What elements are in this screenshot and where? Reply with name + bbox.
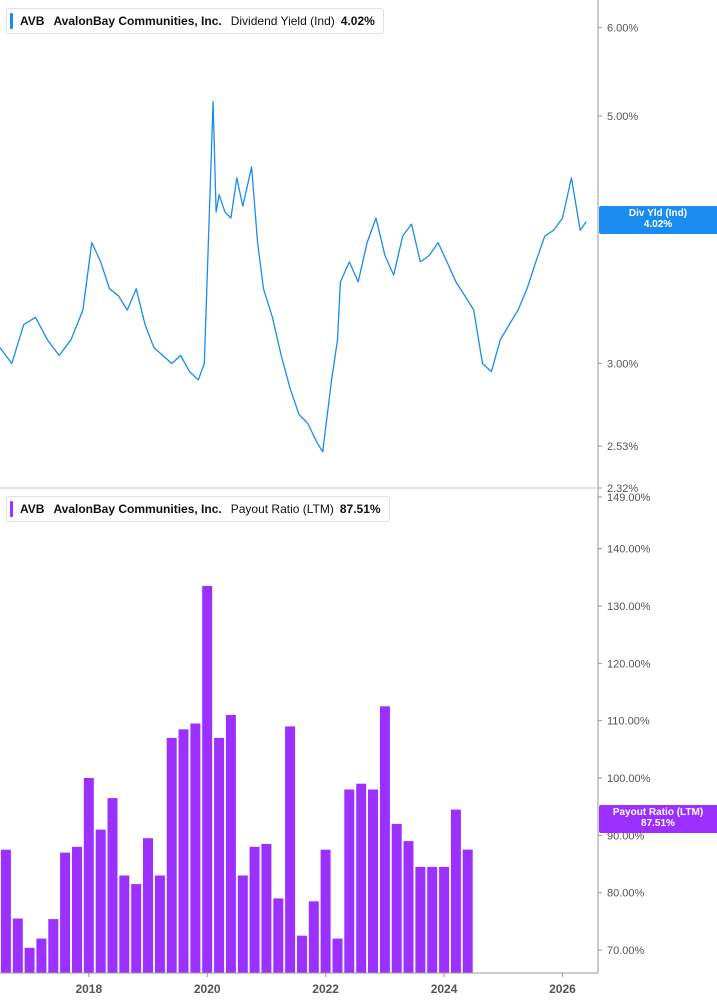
payout-bar xyxy=(273,898,284,973)
y-tick-label: 140.00% xyxy=(607,544,651,556)
y-tick-label: 149.00% xyxy=(607,492,651,504)
top-legend-company: AvalonBay Communities, Inc. xyxy=(53,14,222,28)
payout-bar xyxy=(379,706,390,973)
payout-bar xyxy=(356,783,367,973)
payout-bar xyxy=(119,875,130,973)
payout-bar xyxy=(391,823,402,973)
x-tick-label: 2024 xyxy=(431,982,458,996)
time-x-axis: 2018 2020 2022 2024 2026 xyxy=(0,972,598,996)
payout-bar xyxy=(107,798,118,973)
y-tick-label: 80.00% xyxy=(607,888,645,900)
payout-ratio-series xyxy=(0,585,473,973)
payout-bar xyxy=(214,737,225,973)
payout-bar xyxy=(308,901,319,973)
payout-bar xyxy=(178,729,189,973)
payout-bar xyxy=(249,846,260,973)
payout-bar xyxy=(237,875,248,973)
payout-bar xyxy=(427,866,438,973)
y-tick-label: 6.00% xyxy=(607,23,638,35)
x-tick-label: 2026 xyxy=(549,982,576,996)
payout-tag-value: 87.51% xyxy=(641,818,675,829)
top-legend-metric: Dividend Yield (Ind) xyxy=(230,14,335,28)
dividend-yield-y-axis: 6.00% 5.00% 3.00% 2.53% 2.32% xyxy=(0,0,638,495)
x-tick-label: 2020 xyxy=(194,982,221,996)
div-yield-tag-value: 4.02% xyxy=(643,219,673,230)
payout-bar xyxy=(462,849,473,973)
yield-legend-swatch xyxy=(10,13,13,29)
payout-bar xyxy=(225,714,236,973)
dividend-yield-line xyxy=(0,101,587,453)
top-legend-value: 4.02% xyxy=(340,14,375,28)
payout-bar xyxy=(24,947,35,973)
y-tick-label: 120.00% xyxy=(607,658,651,670)
y-tick-label: 3.00% xyxy=(607,358,638,370)
payout-bar xyxy=(332,938,343,973)
payout-bar xyxy=(415,866,426,973)
payout-bar xyxy=(36,938,47,973)
payout-bar xyxy=(285,726,296,973)
payout-bar xyxy=(439,866,450,973)
top-legend[interactable]: AVB AvalonBay Communities, Inc. Dividend… xyxy=(6,8,384,34)
dividend-yield-series xyxy=(0,101,587,453)
payout-bar xyxy=(261,844,272,973)
payout-bar xyxy=(154,875,165,973)
bottom-legend-value: 87.51% xyxy=(339,502,381,516)
bottom-legend-ticker: AVB xyxy=(20,502,45,516)
payout-ratio-y-axis: 149.00% 140.00% 130.00% 120.00% 110.00% 100.0… xyxy=(597,488,651,973)
bottom-legend-company: AvalonBay Communities, Inc. xyxy=(53,502,222,516)
payout-bar xyxy=(12,918,23,973)
div-yield-value-tag: Div Yld (Ind) 4.02% xyxy=(599,206,717,234)
payout-bar xyxy=(368,789,378,973)
x-tick-label: 2022 xyxy=(312,982,339,996)
y-tick-label: 90.00% xyxy=(607,830,645,842)
payout-bar xyxy=(297,935,307,973)
y-tick-label: 2.32% xyxy=(607,483,638,495)
y-tick-label: 130.00% xyxy=(607,601,651,613)
x-tick-label: 2018 xyxy=(75,982,102,996)
payout-bar xyxy=(72,846,82,973)
payout-bar xyxy=(450,809,461,973)
payout-tag-label: Payout Ratio (LTM) xyxy=(612,807,704,818)
payout-legend-swatch xyxy=(10,501,13,517)
top-legend-ticker: AVB xyxy=(20,14,45,28)
y-tick-label: 100.00% xyxy=(607,773,651,785)
payout-bar xyxy=(143,838,153,973)
y-tick-label: 5.00% xyxy=(607,111,638,123)
y-tick-label: 110.00% xyxy=(607,716,650,728)
payout-bar xyxy=(0,849,11,973)
payout-ratio-value-tag: Payout Ratio (LTM) 87.51% xyxy=(599,805,717,833)
payout-bar xyxy=(95,829,106,973)
y-tick-label: 2.53% xyxy=(607,441,638,453)
div-yield-tag-label: Div Yld (Ind) xyxy=(628,208,688,219)
payout-bar xyxy=(403,841,414,973)
y-tick-label: 70.00% xyxy=(607,945,645,957)
bottom-legend-metric: Payout Ratio (LTM) xyxy=(230,502,334,516)
payout-bar xyxy=(190,723,201,973)
payout-bar xyxy=(131,884,142,973)
payout-bar xyxy=(83,778,94,973)
payout-bar xyxy=(60,852,71,973)
bottom-legend[interactable]: AVB AvalonBay Communities, Inc. Payout R… xyxy=(6,496,390,522)
payout-bar xyxy=(48,919,59,973)
payout-bar xyxy=(166,737,177,973)
payout-bar xyxy=(344,789,355,973)
payout-bar xyxy=(320,849,331,973)
payout-bar xyxy=(202,585,213,973)
